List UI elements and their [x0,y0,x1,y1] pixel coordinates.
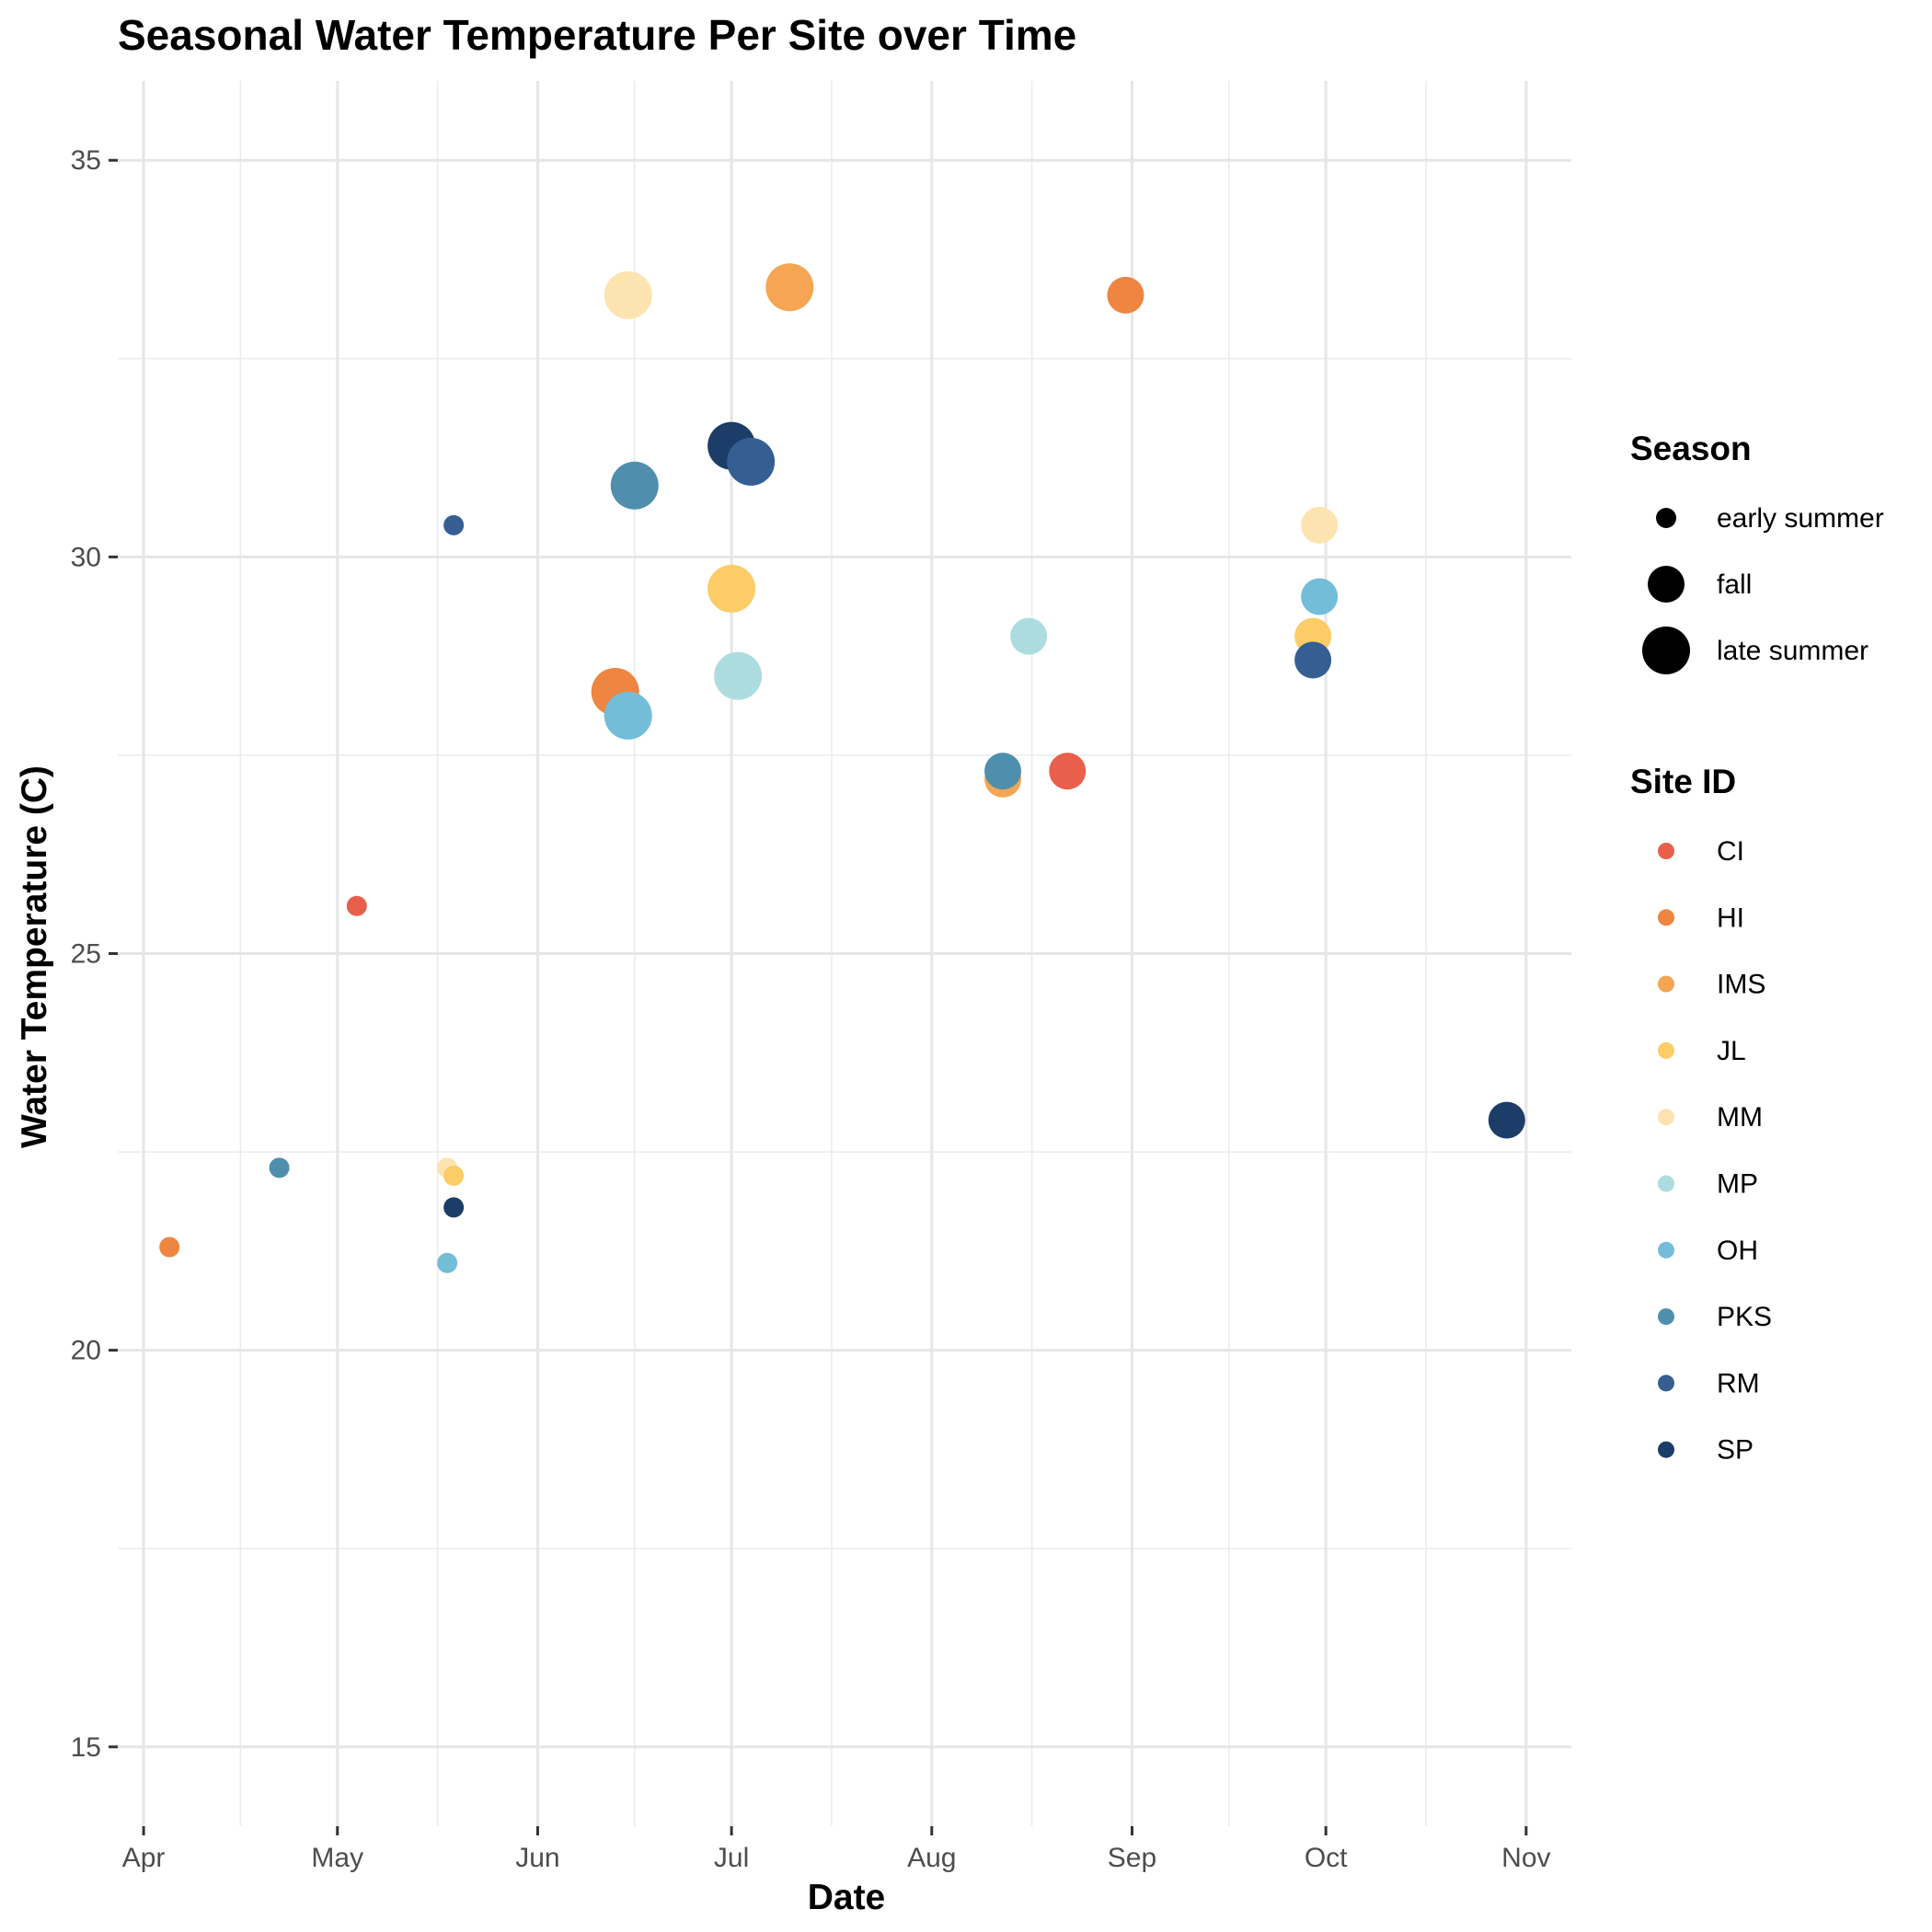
data-point-hi [159,1236,180,1258]
data-point-ims [765,263,814,312]
x-axis: Apr May Jun Jul Aug Sep Oct Nov [122,1826,1551,1873]
season-legend-label: early summer [1717,503,1884,534]
season-legend-label: late summer [1717,636,1869,666]
data-point-rm [727,437,776,486]
site-legend-label: OH [1717,1236,1758,1266]
data-point-oh [1301,578,1339,615]
grid [118,81,1571,1826]
season-legend-key [1648,566,1685,603]
y-tick-label: 30 [71,542,101,572]
data-point-mm [604,270,652,319]
data-point-pks [610,461,659,510]
season-legend: Season early summer fall late summer [1630,430,1884,674]
site-legend-key-rm [1658,1374,1674,1392]
data-point-mp [714,651,763,700]
season-legend-key [1642,627,1690,674]
season-legend-label: fall [1717,569,1752,600]
data-point-pks [269,1157,290,1179]
data-point-hi [1107,276,1144,314]
data-point-oh [604,691,652,740]
data-point-jl [707,564,756,613]
site-legend-label: MP [1717,1169,1758,1200]
site-legend-label: MM [1717,1102,1763,1133]
x-tick-label: Sep [1108,1843,1156,1873]
x-axis-title: Date [808,1878,886,1917]
data-point-ci [1049,753,1087,790]
x-tick-label: Oct [1305,1843,1348,1873]
data-points [159,263,1525,1273]
data-point-rm [443,514,465,535]
site-legend-title: Site ID [1630,763,1736,800]
x-tick-label: Nov [1501,1843,1550,1873]
data-point-ci [346,895,367,916]
data-point-oh [437,1252,458,1273]
x-tick-label: Aug [907,1843,956,1873]
y-axis: 15 20 25 30 35 [71,145,118,1763]
data-point-mp [1010,617,1048,655]
site-legend-key-sp [1658,1441,1674,1458]
site-legend-key-jl [1658,1041,1674,1059]
site-legend-key-mm [1658,1109,1674,1126]
y-tick-label: 15 [71,1732,101,1763]
data-point-jl [443,1165,465,1186]
data-point-pks [984,753,1022,790]
data-point-sp [1488,1101,1525,1139]
season-legend-key [1656,508,1676,528]
x-tick-label: May [311,1843,363,1873]
site-legend-label: SP [1717,1435,1754,1466]
site-legend-key-ims [1658,975,1674,993]
chart-title: Seasonal Water Temperature Per Site over… [118,11,1076,59]
site-legend-key-mp [1658,1175,1674,1192]
site-legend-label: PKS [1717,1302,1772,1332]
x-tick-label: Jul [714,1843,749,1873]
site-legend-label: CI [1717,836,1744,867]
data-point-sp [443,1197,465,1218]
data-point-rm [1294,641,1332,679]
site-legend-key-ci [1658,843,1674,859]
site-legend-key-hi [1658,909,1674,926]
site-legend-label: JL [1717,1036,1746,1066]
y-tick-label: 35 [71,145,101,176]
site-legend-label: IMS [1717,970,1765,1000]
y-axis-title: Water Temperature (C) [15,765,54,1148]
site-legend-label: RM [1717,1368,1760,1398]
y-tick-label: 20 [71,1336,101,1366]
site-legend-key-pks [1658,1308,1674,1326]
site-legend-label: HI [1717,903,1744,933]
site-legend-key-oh [1658,1241,1674,1259]
data-point-mm [1301,506,1339,544]
x-tick-label: Apr [122,1843,166,1873]
y-tick-label: 25 [71,939,101,970]
site-legend: Site ID CI HI IMS JL MM MP OH PKS RM SP [1630,763,1772,1466]
x-tick-label: Jun [515,1843,559,1873]
season-legend-title: Season [1630,430,1752,467]
